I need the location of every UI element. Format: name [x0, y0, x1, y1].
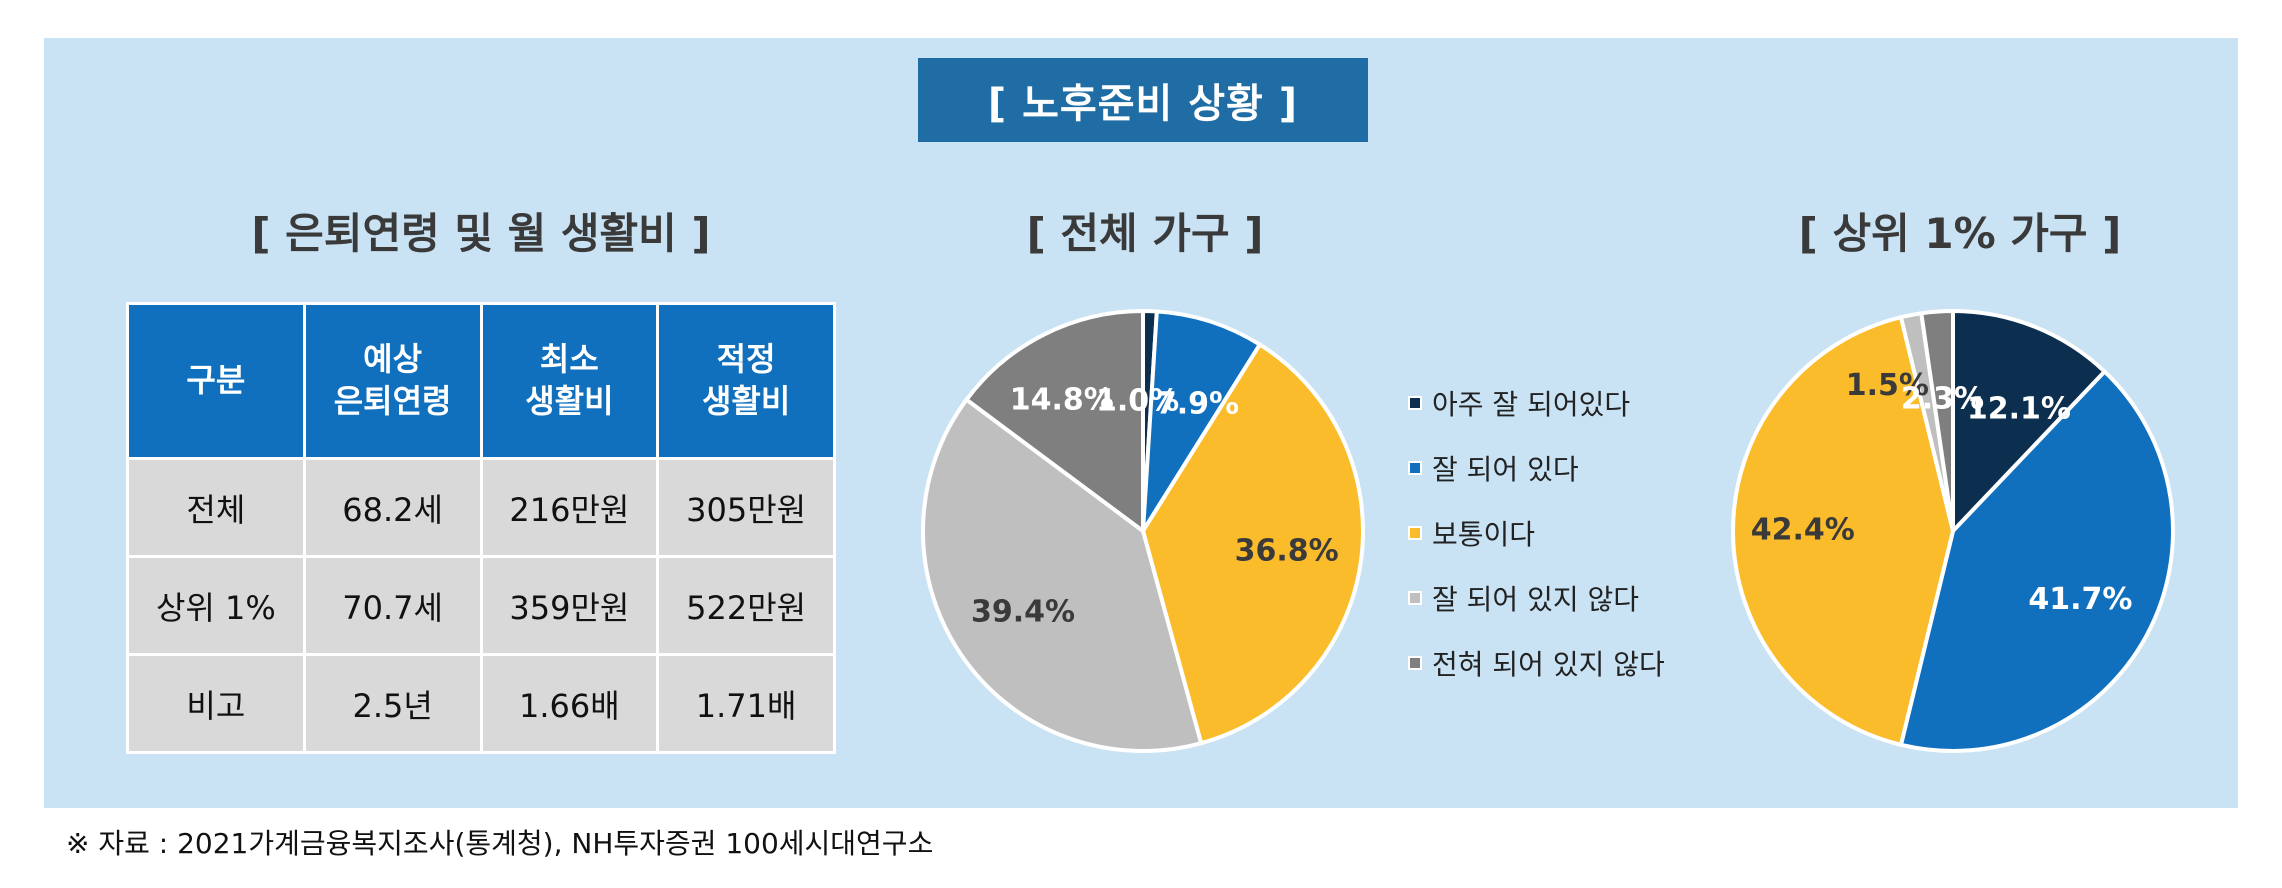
- pie-slice: [963, 308, 1145, 535]
- pie-title-all: [ 전체 가구 ]: [1026, 209, 1264, 258]
- pie-slice: [1140, 341, 1365, 746]
- table-cell: 305만원: [656, 457, 836, 558]
- legend-item: 보통이다: [1408, 500, 1665, 565]
- pie-data-label: 39.4%: [971, 594, 1075, 629]
- legend-item: 잘 되어 있지 않다: [1408, 565, 1665, 630]
- legend-label: 잘 되어 있지 않다: [1432, 582, 1640, 616]
- header-cell: 적정 생활비: [656, 302, 836, 460]
- table-cell: 68.2세: [302, 457, 483, 558]
- table-cell: 522만원: [656, 555, 836, 656]
- legend-item: 전혀 되어 있지 않다: [1408, 630, 1665, 695]
- pie-data-label: 1.0%: [1096, 383, 1179, 418]
- legend-label: 보통이다: [1432, 517, 1536, 551]
- table-cell: 1.66배: [479, 653, 660, 754]
- table-section-title: [ 은퇴연령 및 월 생활비 ]: [251, 209, 711, 258]
- chart-legend: 아주 잘 되어있다 잘 되어 있다 보통이다 잘 되어 있지 않다 전혀 되어 …: [1408, 370, 1665, 695]
- pie-data-label: 7.9%: [1156, 386, 1239, 421]
- legend-swatch: [1408, 525, 1422, 540]
- pie-slice: [1951, 308, 2108, 537]
- table-cell: 2.5년: [302, 653, 483, 754]
- legend-swatch: [1408, 395, 1422, 410]
- pie-data-label: 42.4%: [1751, 513, 1855, 548]
- pie-data-label: 1.5%: [1846, 368, 1929, 403]
- header-cell: 최소 생활비: [479, 302, 660, 460]
- pie-title-top1: [ 상위 1% 가구 ]: [1798, 209, 2122, 258]
- table-header-row: 구분 예상 은퇴연령 최소 생활비 적정 생활비: [126, 302, 836, 460]
- legend-swatch: [1408, 590, 1422, 605]
- pie-slice: [1141, 309, 1263, 533]
- table-cell: 216만원: [479, 457, 660, 558]
- header-cell: 예상 은퇴연령: [302, 302, 483, 460]
- table-row: 상위 1% 70.7세 359만원 522만원: [126, 555, 836, 656]
- header-cell: 구분: [126, 302, 306, 460]
- pie-slice: [1731, 314, 1956, 748]
- pie-data-label: 36.8%: [1235, 534, 1339, 569]
- legend-label: 아주 잘 되어있다: [1432, 387, 1631, 421]
- pie-data-label: 41.7%: [2028, 582, 2132, 617]
- legend-swatch: [1408, 460, 1422, 475]
- source-note: ※ 자료 : 2021가계금융복지조사(통계청), NH투자증권 100세시대연…: [66, 827, 934, 860]
- legend-label: 전혀 되어 있지 않다: [1432, 647, 1665, 681]
- pie-slice: [1919, 308, 1955, 532]
- legend-label: 잘 되어 있다: [1432, 452, 1579, 486]
- table-cell: 1.71배: [656, 653, 836, 754]
- pie-data-label: 2.3%: [1901, 382, 1984, 417]
- retirement-table: 구분 예상 은퇴연령 최소 생활비 적정 생활비 전체 68.2세 216만원 305…: [126, 302, 836, 754]
- pie-chart-top1-households: 12.1% 41.7% 42.4% 1.5%2.3%: [1731, 308, 2175, 753]
- legend-swatch: [1408, 655, 1422, 670]
- table-cell: 전체: [126, 457, 306, 558]
- pie-slice: [1898, 368, 2175, 753]
- table-cell: 비고: [126, 653, 306, 754]
- legend-item: 잘 되어 있다: [1408, 435, 1665, 500]
- pie-data-label: 12.1%: [1967, 392, 2071, 427]
- table-row: 전체 68.2세 216만원 305만원: [126, 457, 836, 558]
- pie-chart-all-households: 1.0%7.9% 36.8% 39.4% 14.8%: [921, 308, 1365, 753]
- table-row: 비고 2.5년 1.66배 1.71배: [126, 653, 836, 754]
- pie-slice: [921, 396, 1204, 753]
- table-cell: 359만원: [479, 555, 660, 656]
- main-title: [ 노후준비 상황 ]: [918, 58, 1368, 142]
- legend-item: 아주 잘 되어있다: [1408, 370, 1665, 435]
- pie-data-label: 14.8%: [1010, 383, 1114, 418]
- table-cell: 70.7세: [302, 555, 483, 656]
- table-cell: 상위 1%: [126, 555, 306, 656]
